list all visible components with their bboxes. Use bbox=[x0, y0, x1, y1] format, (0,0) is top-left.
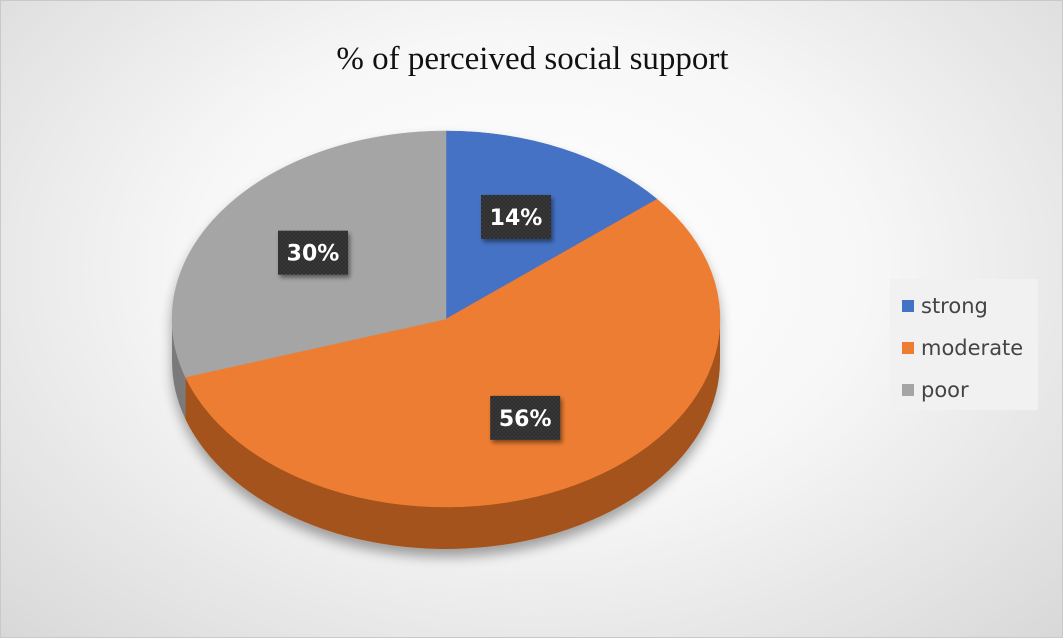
legend-label: poor bbox=[921, 378, 969, 402]
legend-swatch bbox=[902, 342, 914, 354]
legend-swatch bbox=[902, 300, 914, 312]
pie-slice-strong bbox=[445, 130, 658, 320]
slice-side-poor bbox=[172, 319, 186, 420]
data-label-moderate: 56% bbox=[490, 395, 561, 440]
data-label-text: 56% bbox=[499, 407, 552, 432]
data-label-box bbox=[480, 194, 551, 239]
legend-label: strong bbox=[921, 294, 988, 318]
legend-item-poor: poor bbox=[890, 369, 1038, 411]
data-label-strong: 14% bbox=[480, 194, 551, 239]
legend-label: moderate bbox=[921, 336, 1024, 360]
slice-side-moderate bbox=[185, 319, 720, 549]
pie-slice-moderate bbox=[185, 198, 721, 508]
data-label-box bbox=[490, 395, 561, 440]
legend-item-moderate: moderate bbox=[890, 327, 1038, 369]
legend-item-strong: strong bbox=[890, 285, 1038, 327]
data-label-box bbox=[277, 230, 348, 275]
data-label-text: 30% bbox=[287, 242, 340, 267]
data-label-text: 14% bbox=[490, 206, 543, 231]
chart-title: % of perceived social support bbox=[336, 41, 729, 77]
legend: strong moderate poor bbox=[890, 279, 1038, 410]
data-label-poor: 30% bbox=[277, 230, 348, 275]
legend-swatch bbox=[902, 384, 914, 396]
